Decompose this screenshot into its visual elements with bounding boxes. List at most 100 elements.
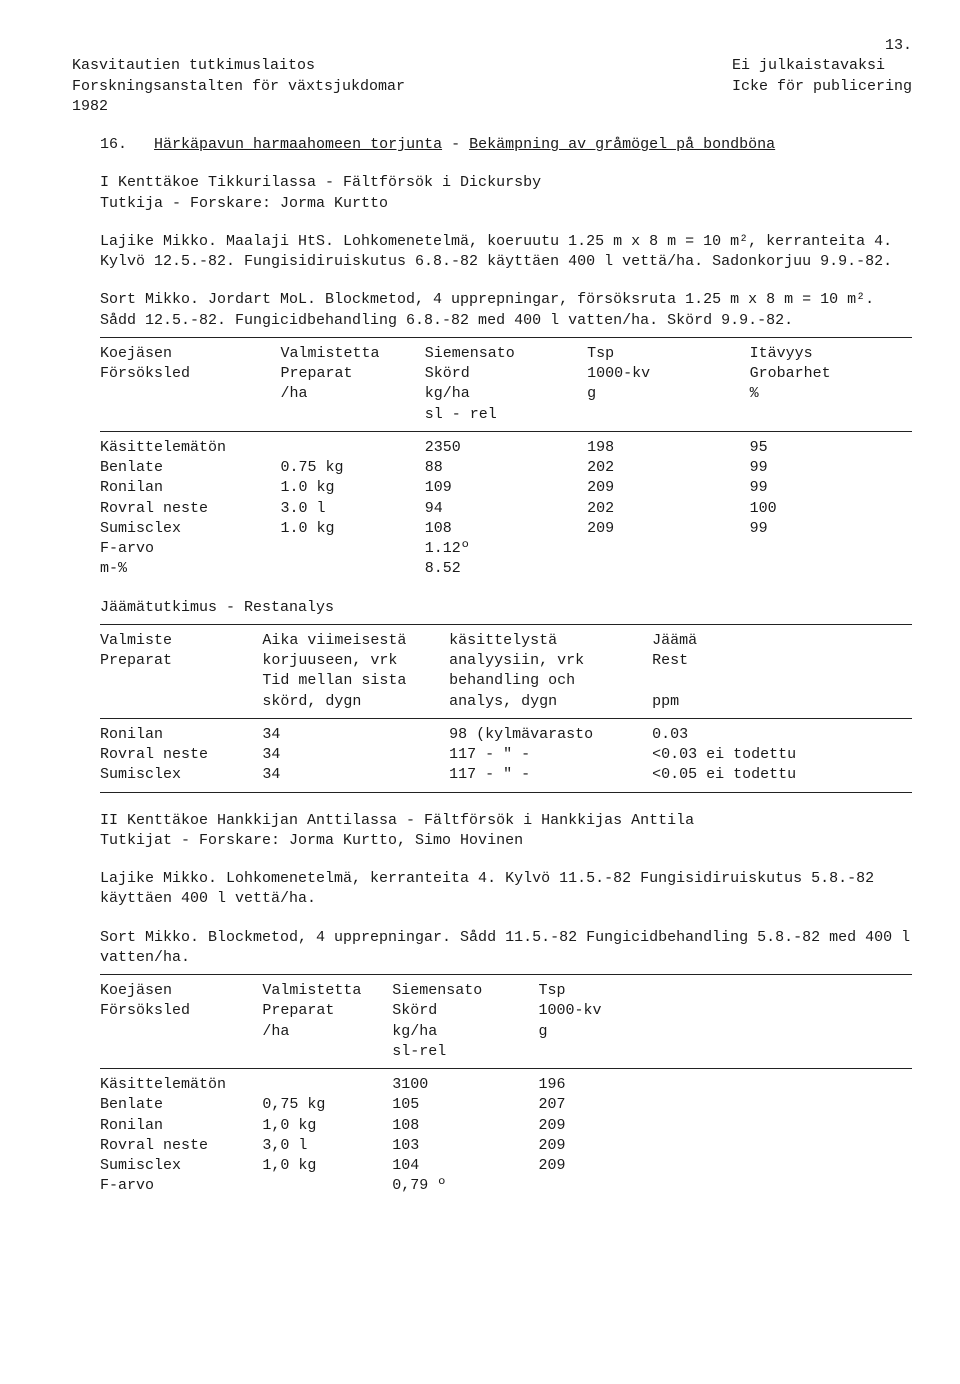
cell: 100 — [750, 499, 912, 519]
cell: 202 — [587, 499, 749, 519]
t3h1b: Försöksled — [100, 1001, 254, 1021]
t3h1a: Koejäsen — [100, 981, 254, 1001]
confidential-fi: Ei julkaistavaksi — [732, 56, 912, 76]
table-row: Rovral neste3.0 l94202100 — [100, 499, 912, 519]
institute-sv: Forskningsanstalten för växtsjukdomar — [72, 77, 405, 97]
cell: 0.03 — [652, 725, 912, 745]
cell: 108 — [425, 519, 587, 539]
cell — [280, 539, 424, 559]
trial1-header: I Kenttäkoe Tikkurilassa - Fältförsök i … — [72, 173, 912, 214]
t2h2c: Tid mellan sista — [262, 671, 441, 691]
cell: Ronilan — [100, 1116, 262, 1136]
cell: Rovral neste — [100, 1136, 262, 1156]
cell: Ronilan — [100, 478, 280, 498]
cell — [685, 1116, 912, 1136]
cell: F-arvo — [100, 1176, 262, 1196]
residue-title: Jäämätutkimus - Restanalys — [72, 598, 912, 618]
t2h2a: Aika viimeisestä — [262, 631, 441, 651]
rule — [100, 718, 912, 719]
cell: 0,75 kg — [262, 1095, 392, 1115]
method2-sv: Sort Mikko. Blockmetod, 4 upprepningar. … — [72, 928, 912, 969]
cell: 98 (kylmävarasto — [449, 725, 652, 745]
t2h3b: analyysiin, vrk — [449, 651, 644, 671]
cell: 34 — [262, 725, 449, 745]
cell: 34 — [262, 765, 449, 785]
cell: Käsittelemätön — [100, 1075, 262, 1095]
t3h2b: Preparat — [262, 1001, 384, 1021]
table1-header: Koejäsen Försöksled Valmistetta Preparat… — [100, 344, 912, 425]
cell: 109 — [425, 478, 587, 498]
cell — [587, 539, 749, 559]
t1h3b: Skörd — [425, 364, 579, 384]
cell: F-arvo — [100, 539, 280, 559]
cell: 209 — [587, 519, 749, 539]
t1h2a: Valmistetta — [280, 344, 416, 364]
cell — [750, 559, 912, 579]
title-sv: Bekämpning av gråmögel på bondböna — [469, 136, 775, 153]
year: 1982 — [72, 97, 405, 117]
cell: Benlate — [100, 1095, 262, 1115]
cell: 3,0 l — [262, 1136, 392, 1156]
cell: 3.0 l — [280, 499, 424, 519]
table1-wrap: Koejäsen Försöksled Valmistetta Preparat… — [72, 337, 912, 580]
cell: 95 — [750, 438, 912, 458]
rule — [100, 431, 912, 432]
method-sv: Sort Mikko. Jordart MoL. Blockmetod, 4 u… — [72, 290, 912, 331]
rule — [100, 337, 912, 338]
cell: 8.52 — [425, 559, 587, 579]
cell: 1.0 kg — [280, 519, 424, 539]
cell: 3100 — [392, 1075, 538, 1095]
cell: 104 — [392, 1156, 538, 1176]
header-left: Kasvitautien tutkimuslaitos Forskningsan… — [72, 56, 405, 117]
t2h2b: korjuuseen, vrk — [262, 651, 441, 671]
cell: 0,79 º — [392, 1176, 538, 1196]
t3h4c: g — [538, 1022, 676, 1042]
cell: Sumisclex — [100, 519, 280, 539]
cell: 209 — [538, 1116, 684, 1136]
cell: 105 — [392, 1095, 538, 1115]
cell: 209 — [538, 1136, 684, 1156]
trial1-line1: I Kenttäkoe Tikkurilassa - Fältförsök i … — [100, 173, 912, 193]
page-number: 13. — [72, 36, 912, 56]
cell: m-% — [100, 559, 280, 579]
t2h1b: Preparat — [100, 651, 254, 671]
cell: Ronilan — [100, 725, 262, 745]
t1h1b: Försöksled — [100, 364, 272, 384]
cell: Sumisclex — [100, 1156, 262, 1176]
table-row: Ronilan3498 (kylmävarasto0.03 — [100, 725, 912, 745]
cell: Rovral neste — [100, 499, 280, 519]
cell — [280, 438, 424, 458]
table2-body: Ronilan3498 (kylmävarasto0.03Rovral nest… — [100, 725, 912, 786]
cell: 1.0 kg — [280, 478, 424, 498]
cell: 103 — [392, 1136, 538, 1156]
table-row: Rovral neste34117 - " -<0.03 ei todettu — [100, 745, 912, 765]
t3h3c: kg/ha — [392, 1022, 530, 1042]
cell — [750, 539, 912, 559]
t1h1a: Koejäsen — [100, 344, 272, 364]
table-row: Käsittelemätön3100196 — [100, 1075, 912, 1095]
rule — [100, 1068, 912, 1069]
t3h2a: Valmistetta — [262, 981, 384, 1001]
t3h4a: Tsp — [538, 981, 676, 1001]
t3h2c: /ha — [262, 1022, 384, 1042]
method2-fi: Lajike Mikko. Lohkomenetelmä, kerranteit… — [72, 869, 912, 910]
table-row: F-arvo 0,79 º — [100, 1176, 912, 1196]
t2h3c: behandling och — [449, 671, 644, 691]
table-row: Käsittelemätön235019895 — [100, 438, 912, 458]
table2: Valmiste Preparat Aika viimeisestä korju… — [100, 631, 912, 712]
rule — [100, 792, 912, 793]
item-number: 16. — [100, 136, 127, 153]
title-fi: Härkäpavun harmaahomeen torjunta — [154, 136, 442, 153]
t3h3d: sl-rel — [392, 1042, 530, 1062]
cell — [685, 1075, 912, 1095]
cell — [685, 1136, 912, 1156]
cell — [685, 1095, 912, 1115]
table3-header: Koejäsen Försöksled Valmistetta Preparat… — [100, 981, 912, 1062]
t3h3a: Siemensato — [392, 981, 530, 1001]
cell: 117 - " - — [449, 765, 652, 785]
title-row: 16. Härkäpavun harmaahomeen torjunta - B… — [72, 135, 912, 155]
t2h4a: Jäämä — [652, 631, 904, 651]
trial2-line2: Tutkijat - Forskare: Jorma Kurtto, Simo … — [100, 831, 912, 851]
table-row: Benlate0.75 kg8820299 — [100, 458, 912, 478]
cell: 117 - " - — [449, 745, 652, 765]
